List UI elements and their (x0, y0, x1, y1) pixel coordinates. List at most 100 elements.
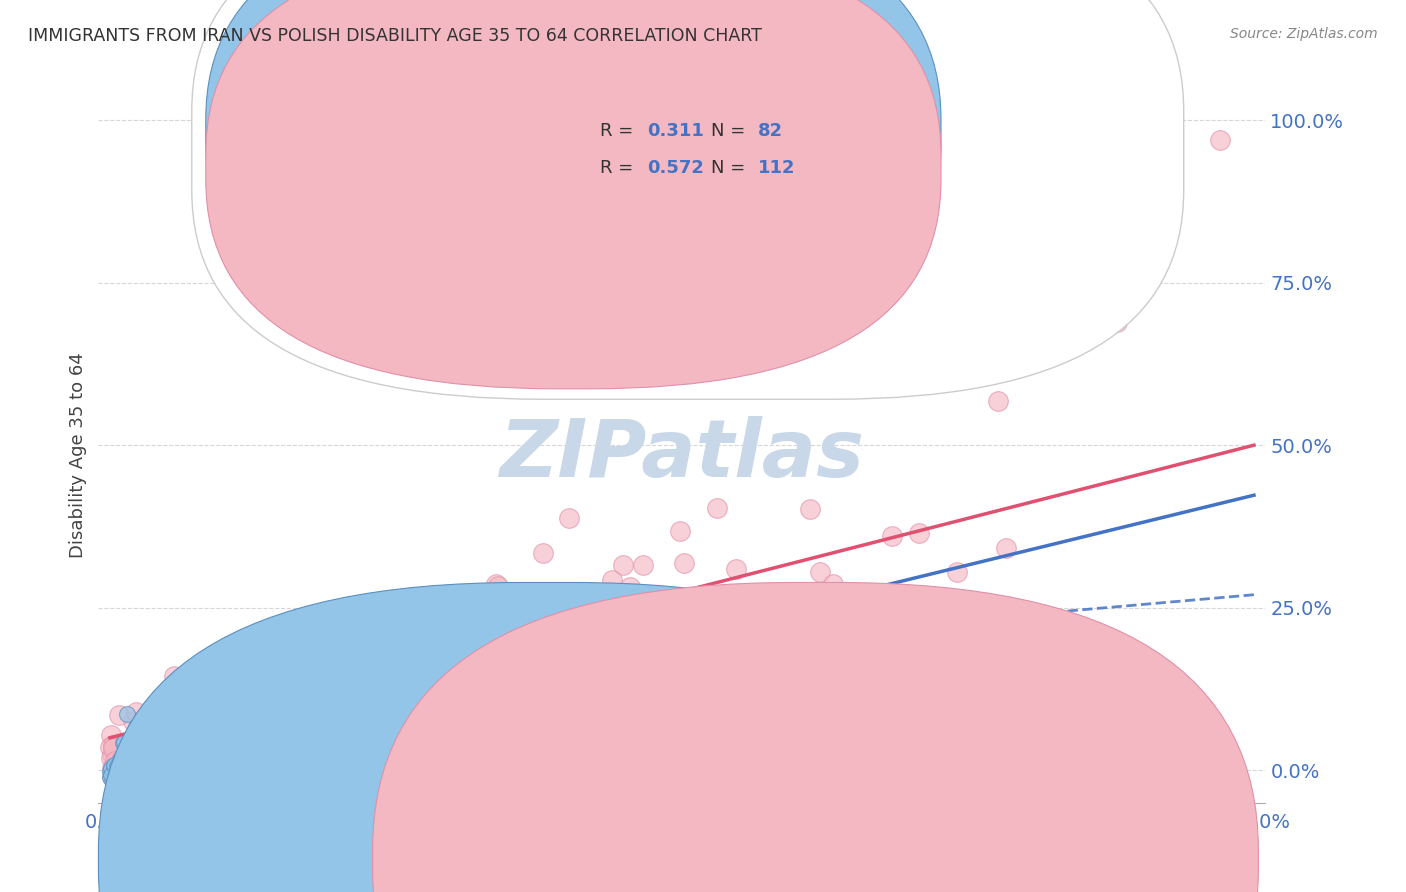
Point (101, 740, 124, 755)
Point (134, 740, 156, 755)
Point (139, 757, 162, 772)
Y-axis label: Disability Age 35 to 64: Disability Age 35 to 64 (69, 352, 87, 558)
Point (249, 722, 271, 736)
Point (163, 669, 186, 683)
Point (946, 565, 969, 579)
Point (190, 731, 212, 745)
Point (337, 673, 360, 687)
Point (103, 772, 125, 786)
Point (612, 558, 634, 572)
Point (146, 776, 169, 790)
Point (115, 706, 138, 721)
Point (266, 673, 288, 687)
Point (668, 524, 690, 539)
Point (104, 754, 127, 768)
Point (222, 740, 245, 755)
Point (360, 677, 382, 691)
Point (115, 775, 138, 789)
Point (108, 760, 131, 774)
Point (197, 766, 219, 780)
Point (105, 773, 128, 788)
Point (100, 761, 122, 775)
Point (339, 685, 361, 699)
Point (117, 776, 139, 790)
Point (225, 747, 247, 761)
Point (179, 775, 201, 789)
Point (142, 731, 165, 746)
Point (100, 747, 122, 761)
Point (437, 590, 460, 604)
Text: IMMIGRANTS FROM IRAN VS POLISH DISABILITY AGE 35 TO 64 CORRELATION CHART: IMMIGRANTS FROM IRAN VS POLISH DISABILIT… (28, 27, 762, 45)
Point (419, 588, 441, 602)
Point (633, 558, 655, 572)
Point (396, 633, 419, 648)
Point (139, 753, 162, 767)
Point (370, 662, 392, 676)
Point (229, 668, 252, 682)
Point (110, 759, 132, 773)
Point (107, 770, 129, 784)
Point (160, 772, 183, 786)
Point (169, 771, 191, 785)
Point (146, 742, 169, 756)
FancyBboxPatch shape (205, 0, 941, 354)
Point (103, 758, 125, 772)
Point (256, 683, 278, 698)
Point (762, 353, 785, 368)
Point (120, 755, 142, 769)
Point (215, 771, 238, 785)
Text: 0.311: 0.311 (647, 122, 704, 140)
Point (129, 767, 152, 781)
Point (308, 745, 330, 759)
Point (103, 739, 125, 753)
Point (117, 761, 139, 775)
Point (799, 501, 821, 516)
Point (672, 556, 695, 570)
Point (104, 765, 127, 780)
Point (107, 767, 129, 781)
Point (299, 730, 322, 744)
Point (122, 714, 145, 728)
Point (98, 770, 121, 784)
Point (486, 578, 509, 592)
Point (236, 717, 259, 731)
Point (239, 750, 262, 764)
FancyBboxPatch shape (205, 0, 941, 389)
Point (177, 731, 200, 746)
Point (508, 591, 530, 606)
Point (1105, 315, 1128, 329)
Point (104, 772, 127, 787)
Point (105, 764, 128, 778)
Point (111, 762, 134, 776)
Point (139, 729, 162, 743)
Text: N =: N = (711, 159, 751, 177)
Point (100, 767, 122, 781)
Point (101, 761, 124, 775)
Point (107, 760, 129, 774)
Point (110, 775, 132, 789)
Point (907, 525, 929, 540)
Point (808, 566, 831, 580)
Point (357, 740, 380, 755)
Point (592, 627, 614, 641)
Text: 0.572: 0.572 (647, 159, 704, 177)
Point (120, 764, 142, 779)
Point (163, 768, 186, 782)
Text: Immigrants from Iran: Immigrants from Iran (581, 851, 758, 869)
Point (110, 772, 132, 787)
Point (602, 643, 624, 657)
Point (311, 637, 333, 651)
Point (112, 735, 135, 749)
Point (129, 766, 152, 780)
Point (132, 747, 155, 761)
Point (225, 809, 247, 823)
Point (125, 706, 148, 720)
Point (381, 710, 404, 724)
Point (706, 501, 728, 516)
Point (209, 803, 232, 817)
Point (195, 746, 218, 760)
Point (294, 614, 316, 628)
Point (821, 577, 844, 591)
Point (139, 774, 162, 789)
Point (576, 631, 599, 645)
